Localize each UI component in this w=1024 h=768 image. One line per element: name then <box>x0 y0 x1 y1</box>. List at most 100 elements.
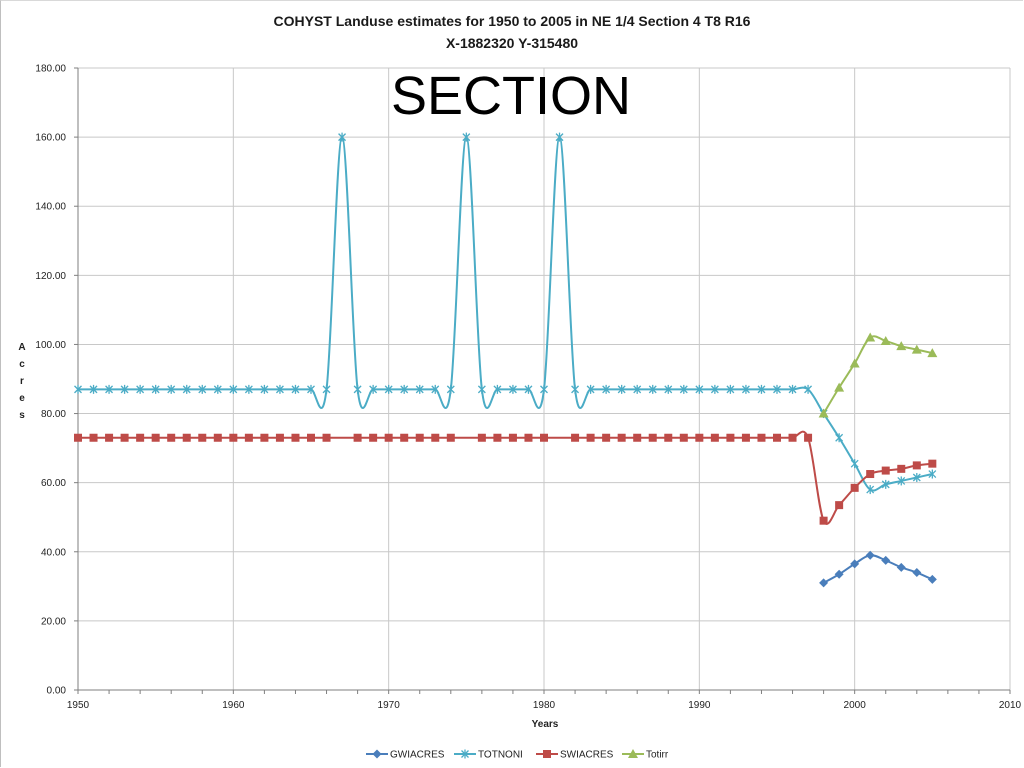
series-line <box>77 136 933 492</box>
data-point <box>834 382 845 392</box>
data-point <box>818 408 829 418</box>
data-point <box>198 433 207 442</box>
data-point <box>865 550 875 560</box>
data-point <box>835 433 844 443</box>
y-axis-title-letter: c <box>19 359 25 370</box>
data-point <box>850 559 860 569</box>
data-point <box>866 470 875 479</box>
data-point <box>819 516 828 525</box>
y-tick-label: 100.00 <box>35 340 66 351</box>
series-totnoni <box>74 132 937 495</box>
data-point <box>911 344 922 354</box>
data-point <box>710 384 719 394</box>
data-point <box>928 469 937 479</box>
y-axis-title-letter: r <box>20 376 24 387</box>
data-point <box>353 384 362 394</box>
data-point <box>74 384 82 394</box>
data-point <box>446 433 455 442</box>
x-tick-label: 1960 <box>222 700 245 711</box>
data-point <box>543 750 551 758</box>
series-totirr <box>818 332 938 418</box>
data-point <box>244 433 253 442</box>
data-point <box>415 433 424 442</box>
data-point <box>353 433 362 442</box>
data-point <box>369 384 378 394</box>
data-point <box>586 433 595 442</box>
y-tick-label: 180.00 <box>35 64 66 75</box>
data-point <box>695 384 704 394</box>
data-point <box>571 433 580 442</box>
data-point <box>757 433 766 442</box>
data-point <box>835 501 844 510</box>
data-point <box>880 335 891 345</box>
data-point <box>136 433 145 442</box>
y-tick-label: 80.00 <box>41 409 66 420</box>
legend-item-totirr: Totirr <box>622 749 669 761</box>
data-point <box>384 384 393 394</box>
legend: GWIACRES TOTNONI SWIACRES Totirr <box>366 749 669 761</box>
data-point <box>710 433 719 442</box>
data-point <box>198 384 207 394</box>
legend-label: GWIACRES <box>390 750 445 761</box>
data-point <box>648 384 657 394</box>
data-point <box>679 433 688 442</box>
data-point <box>664 433 673 442</box>
x-axis-title: Years <box>532 719 559 730</box>
data-point <box>617 433 626 442</box>
y-tick-label: 120.00 <box>35 271 66 282</box>
x-tick-label: 1970 <box>378 700 401 711</box>
data-point <box>151 433 160 442</box>
data-point <box>540 384 548 394</box>
data-point <box>291 433 300 442</box>
data-point <box>213 384 222 394</box>
data-point <box>586 384 595 394</box>
data-point <box>322 384 331 394</box>
x-tick-label: 1950 <box>67 700 90 711</box>
data-point <box>628 749 638 758</box>
data-point <box>431 384 440 394</box>
data-point <box>446 384 455 394</box>
data-point <box>136 384 145 394</box>
data-point <box>89 384 98 394</box>
legend-item-swiacres: SWIACRES <box>536 750 614 761</box>
data-point <box>89 433 98 442</box>
data-point <box>524 433 533 442</box>
data-point <box>602 384 611 394</box>
data-point <box>773 433 781 442</box>
data-point <box>695 433 704 442</box>
y-tick-label: 140.00 <box>35 202 66 213</box>
data-point <box>400 433 409 442</box>
series-line <box>78 430 933 525</box>
data-point <box>462 132 471 142</box>
data-point <box>881 555 891 565</box>
y-tick-label: 160.00 <box>35 133 66 144</box>
y-axis-title-letter: s <box>19 410 25 421</box>
series-gwiacres <box>819 550 937 588</box>
data-point <box>633 384 642 394</box>
data-point <box>369 433 378 442</box>
data-point <box>493 433 502 442</box>
data-point <box>291 384 300 394</box>
data-point <box>679 384 688 394</box>
data-point <box>477 384 486 394</box>
data-point <box>229 433 238 442</box>
data-point <box>804 433 813 442</box>
data-point <box>431 433 440 442</box>
data-point <box>571 384 580 394</box>
data-point <box>213 433 222 442</box>
data-point <box>804 384 813 394</box>
series-lines <box>74 132 938 588</box>
data-point <box>151 384 160 394</box>
data-point <box>850 483 859 492</box>
data-point <box>508 433 517 442</box>
data-point <box>633 433 642 442</box>
data-point <box>461 749 469 759</box>
legend-label: Totirr <box>646 750 669 761</box>
data-point <box>741 433 750 442</box>
data-point <box>617 384 626 394</box>
data-point <box>167 384 176 394</box>
data-point <box>881 466 890 475</box>
y-axis-title-letter: A <box>18 342 25 353</box>
